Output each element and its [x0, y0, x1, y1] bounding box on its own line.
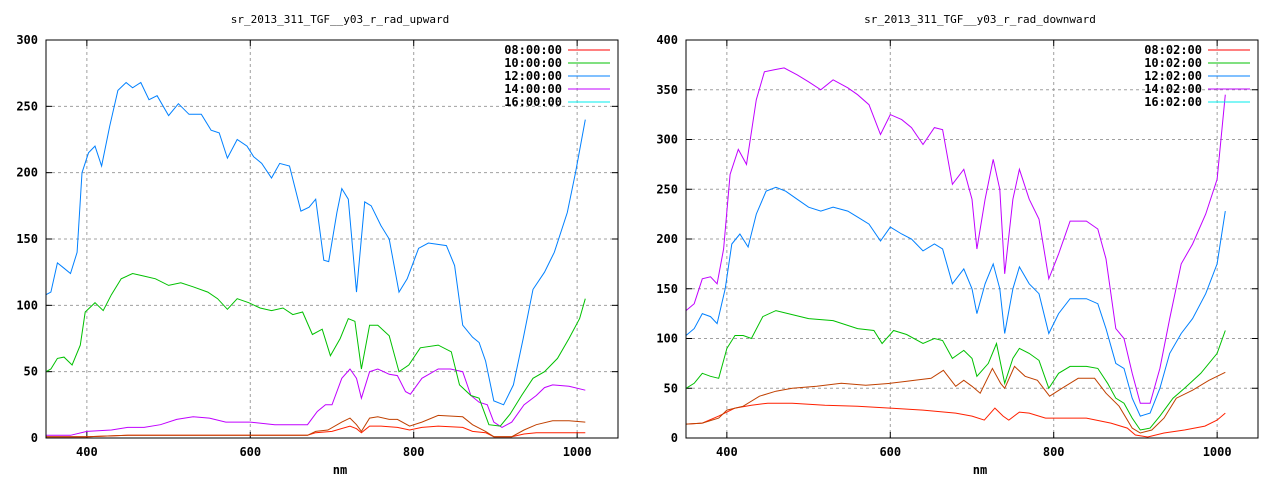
legend-label: 16:02:00: [1144, 95, 1202, 109]
x-tick-label: 400: [716, 445, 738, 459]
series-line: [46, 81, 586, 406]
legend-label: 08:00:00: [504, 43, 562, 57]
x-tick-label: 600: [879, 445, 901, 459]
chart-title: sr_2013_311_TGF__y03_r_rad_upward: [231, 13, 450, 26]
plot-border: [685, 39, 1259, 439]
series-line: [686, 186, 1226, 417]
chart-title: sr_2013_311_TGF__y03_r_rad_downward: [864, 13, 1096, 26]
series-line: [46, 368, 586, 436]
y-tick-label: 100: [656, 332, 678, 346]
legend-label: 12:00:00: [504, 69, 562, 83]
downward-radiance-chart: sr_2013_311_TGF__y03_r_rad_downward 0 50 10…: [656, 13, 1259, 477]
y-tick-label: 150: [16, 232, 38, 246]
legend-label: 08:02:00: [1144, 43, 1202, 57]
x-tick-label: 1000: [1203, 445, 1232, 459]
x-tick-label: 600: [239, 445, 261, 459]
y-tick-label: 50: [664, 381, 678, 395]
y-tick-label: 300: [16, 33, 38, 47]
plot-border: [45, 39, 619, 439]
y-tick-label: 400: [656, 33, 678, 47]
legend-label: 14:00:00: [504, 82, 562, 96]
y-tick-label: 50: [24, 365, 38, 379]
upward-radiance-chart: sr_2013_311_TGF__y03_r_rad_upward 0 50 100 1…: [16, 13, 619, 477]
y-tick-label: 250: [656, 182, 678, 196]
y-tick-label: 0: [31, 431, 38, 445]
legend-label: 16:00:00: [504, 95, 562, 109]
x-axis-label: nm: [973, 463, 987, 477]
x-tick-label: 800: [1043, 445, 1065, 459]
y-tick-label: 200: [16, 166, 38, 180]
legend-label: 10:00:00: [504, 56, 562, 70]
legend-label: 14:02:00: [1144, 82, 1202, 96]
legend-label: 12:02:00: [1144, 69, 1202, 83]
series-line: [686, 67, 1226, 404]
y-tick-label: 350: [656, 83, 678, 97]
y-tick-label: 300: [656, 133, 678, 147]
series-line: [46, 272, 586, 427]
x-axis-label: nm: [333, 463, 347, 477]
y-tick-label: 200: [656, 232, 678, 246]
y-tick-label: 100: [16, 298, 38, 312]
y-tick-label: 150: [656, 282, 678, 296]
x-tick-label: 800: [403, 445, 425, 459]
x-tick-label: 400: [76, 445, 98, 459]
series-line: [686, 402, 1226, 438]
x-tick-label: 1000: [563, 445, 592, 459]
series-line: [686, 310, 1226, 431]
series-line: [686, 365, 1226, 434]
y-tick-label: 0: [671, 431, 678, 445]
series-line: [46, 414, 586, 438]
y-tick-label: 250: [16, 99, 38, 113]
legend-label: 10:02:00: [1144, 56, 1202, 70]
